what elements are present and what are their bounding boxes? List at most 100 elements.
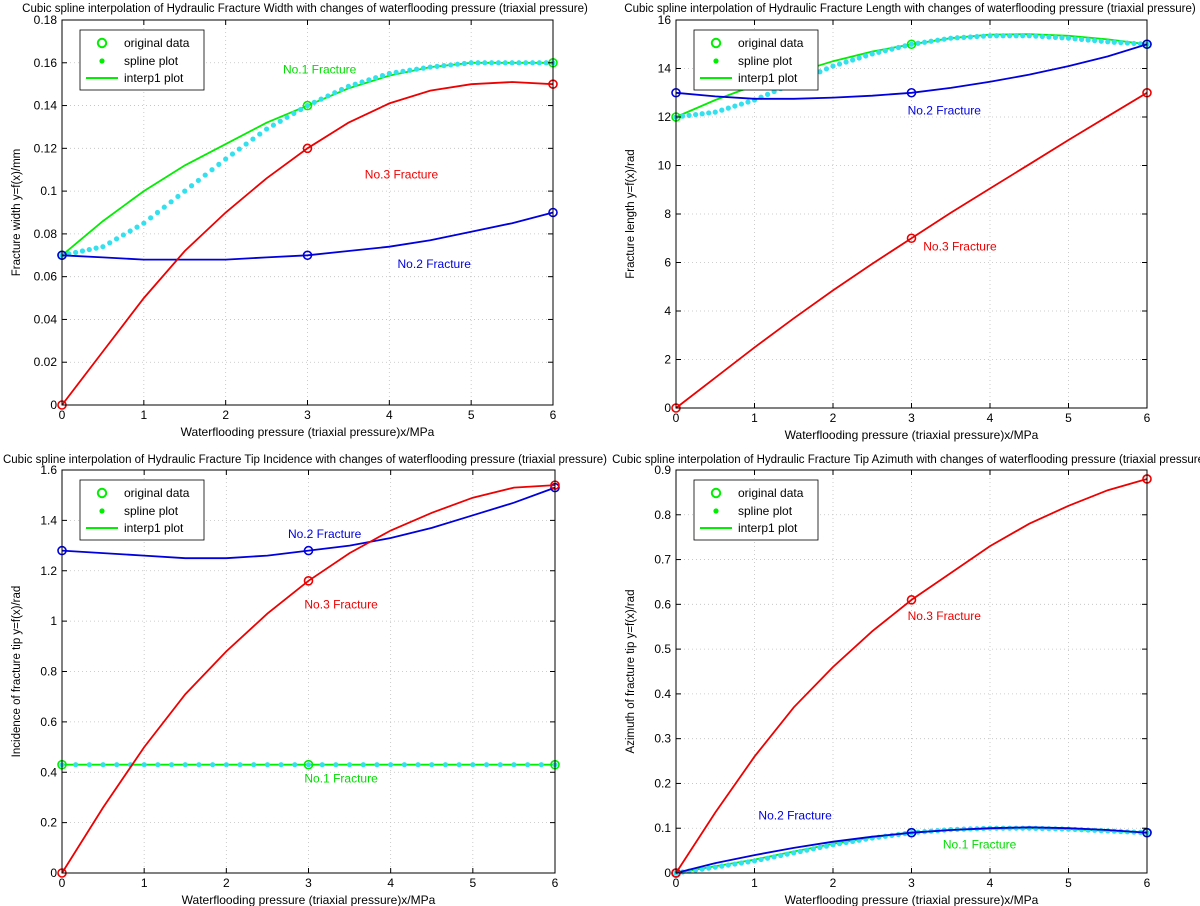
spline-point	[699, 111, 705, 117]
spline-point	[1039, 33, 1045, 40]
y-tick-label: 16	[658, 13, 672, 27]
legend-spline-marker	[99, 58, 105, 64]
x-tick-label: 0	[673, 876, 680, 890]
spline-point	[778, 852, 784, 859]
spline-point	[223, 762, 229, 768]
spline-point	[243, 141, 249, 147]
spline-point	[373, 75, 379, 81]
spline-point	[935, 37, 941, 43]
spline-point	[333, 762, 339, 768]
data-point	[303, 545, 314, 556]
spline-point	[441, 63, 447, 69]
spline-point	[784, 851, 790, 857]
y-tick-label: 0.18	[34, 13, 58, 27]
y-tick-label: 0.16	[34, 56, 58, 70]
y-tick-label: 1.4	[40, 513, 57, 527]
spline-point	[237, 762, 243, 768]
series-annotation: No.1 Fracture	[304, 771, 378, 785]
x-tick-label: 4	[387, 876, 394, 890]
y-tick-label: 0.04	[34, 312, 58, 326]
legend-original-marker	[96, 37, 108, 49]
spline-point	[525, 762, 531, 768]
spline-point	[725, 862, 731, 868]
spline-point	[497, 762, 503, 768]
legend-spline-marker	[99, 508, 105, 514]
x-tick-label: 5	[469, 876, 476, 890]
y-tick-label: 0.1	[40, 184, 57, 198]
series-annotation: No.1 Fracture	[283, 62, 357, 76]
spline-point	[1065, 35, 1072, 41]
spline-point	[843, 839, 849, 846]
spline-point	[529, 60, 536, 66]
spline-point	[86, 246, 92, 253]
spline-point	[823, 843, 830, 849]
y-tick-label: 0.4	[40, 765, 57, 779]
spline-point	[830, 842, 836, 848]
spline-point	[693, 111, 699, 118]
x-axis-label: Waterflooding pressure (triaxial pressur…	[785, 428, 1039, 442]
spline-point	[954, 35, 960, 41]
spline-point	[961, 34, 967, 40]
spline-point	[401, 762, 407, 768]
spline-point	[902, 43, 908, 49]
data-point	[906, 827, 917, 838]
spline-point	[107, 240, 113, 246]
spline-point	[270, 122, 277, 128]
spline-point	[771, 854, 777, 860]
spline-point	[79, 248, 86, 254]
x-tick-label: 6	[550, 408, 557, 422]
spline-point	[928, 38, 934, 44]
spline-point	[738, 101, 745, 107]
x-axis-label: Waterflooding pressure (triaxial pressur…	[182, 893, 436, 906]
legend-label: interp1 plot	[738, 521, 798, 535]
spline-point	[427, 64, 433, 70]
spline-point	[495, 60, 502, 66]
spline-point	[311, 99, 317, 105]
series-line	[675, 826, 1148, 874]
spline-point	[359, 79, 365, 85]
spline-point	[1046, 34, 1052, 40]
spline-point	[719, 863, 725, 869]
spline-point	[516, 60, 522, 66]
spline-point	[415, 762, 421, 768]
x-tick-label: 2	[222, 408, 229, 422]
chart-panel: 0 1 2 3 4 5 6 0 0.1 0.2 0.3 0.4 0.5 0.6 0.7 0.8 0.9Cubic…	[612, 454, 1200, 906]
spline-point	[393, 69, 399, 76]
spline-point	[876, 49, 882, 55]
x-tick-label: 3	[305, 876, 312, 890]
x-tick-label: 2	[830, 876, 837, 890]
spline-point	[1078, 36, 1085, 43]
spline-point	[168, 199, 174, 205]
spline-point	[1092, 38, 1098, 44]
x-axis-label: Waterflooding pressure (triaxial pressur…	[785, 893, 1039, 906]
spline-point	[502, 60, 508, 66]
x-tick-label: 2	[830, 411, 837, 425]
spline-point	[489, 60, 495, 66]
y-tick-label: 0.1	[654, 821, 671, 835]
spline-point	[509, 60, 515, 66]
y-tick-label: 0.02	[34, 355, 58, 369]
spline-point	[429, 762, 435, 768]
x-tick-label: 2	[223, 876, 230, 890]
spline-point	[388, 762, 394, 768]
y-tick-label: 14	[658, 62, 672, 76]
spline-point	[352, 81, 358, 87]
spline-point	[511, 762, 517, 768]
spline-point	[420, 65, 427, 71]
spline-point	[161, 204, 167, 210]
spline-point	[196, 762, 202, 768]
y-tick-label: 12	[658, 110, 672, 124]
spline-point	[251, 762, 257, 768]
spline-point	[148, 215, 154, 221]
spline-point	[948, 35, 954, 41]
legend-label: interp1 plot	[124, 71, 184, 85]
y-tick-label: 0.7	[654, 553, 671, 567]
legend-label: spline plot	[738, 54, 793, 68]
legend-label: spline plot	[124, 54, 179, 68]
spline-point	[712, 864, 718, 870]
spline-point	[869, 51, 875, 57]
y-axis-label: Fracture width y=f(x)/mm	[11, 149, 23, 276]
x-tick-label: 0	[59, 408, 66, 422]
spline-point	[345, 83, 352, 89]
